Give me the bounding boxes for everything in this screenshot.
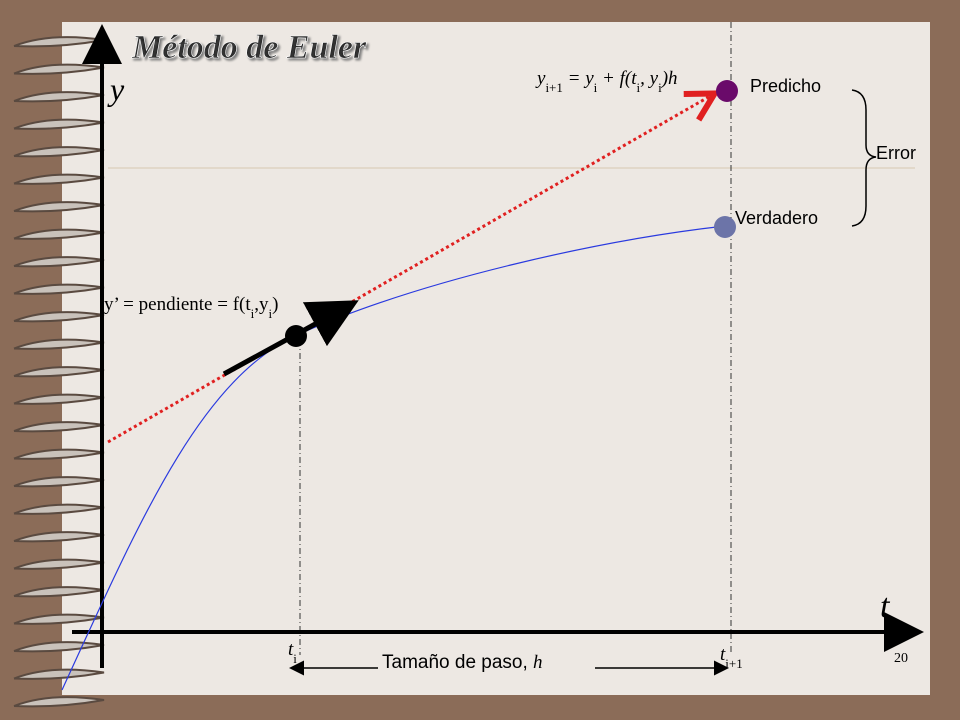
subscript: i	[594, 80, 598, 95]
ti-label: ti	[288, 639, 297, 666]
subscript: i	[251, 306, 255, 321]
text-part: )h	[661, 68, 678, 89]
text-part: + f(t	[597, 68, 637, 89]
subscript: i+1	[725, 656, 742, 671]
subscript: i	[637, 80, 641, 95]
current-point	[285, 325, 307, 347]
true-point	[714, 216, 736, 238]
ring	[13, 696, 105, 708]
page-number: 20	[894, 651, 908, 666]
paper	[62, 22, 930, 695]
text-part: y’ = pendiente = f(t	[104, 294, 251, 315]
ti1-label: ti+1	[720, 644, 743, 671]
title: Método de Euler	[131, 29, 367, 66]
step-text: Tamaño de paso,	[382, 652, 533, 673]
step-symbol: h	[533, 652, 543, 673]
text-part: t	[720, 644, 726, 665]
euler-line	[107, 95, 712, 444]
text-part: = y	[563, 68, 594, 89]
predicted-label: Predicho	[750, 76, 821, 96]
subscript: i	[293, 651, 297, 666]
subscript: i+1	[545, 80, 562, 95]
step-label: Tamaño de paso, h	[382, 652, 543, 673]
text-part: , y	[640, 68, 659, 89]
text-part: y	[535, 68, 546, 89]
text-part: t	[288, 639, 294, 660]
text-part: )	[272, 294, 278, 315]
error-label: Error	[876, 143, 916, 163]
subscript: i	[658, 80, 662, 95]
ring	[13, 668, 105, 680]
true-label: Verdadero	[735, 208, 818, 228]
predicted-point	[716, 80, 738, 102]
y-axis-label: y	[107, 71, 125, 107]
euler-formula: yi+1 = yi + f(ti, yi)h	[535, 68, 678, 95]
slope-label: y’ = pendiente = f(ti,yi)	[104, 294, 278, 321]
subscript: i	[269, 306, 273, 321]
text-part: ,y	[254, 294, 269, 315]
error-brace	[851, 89, 877, 227]
x-axis-label: t	[880, 588, 891, 625]
